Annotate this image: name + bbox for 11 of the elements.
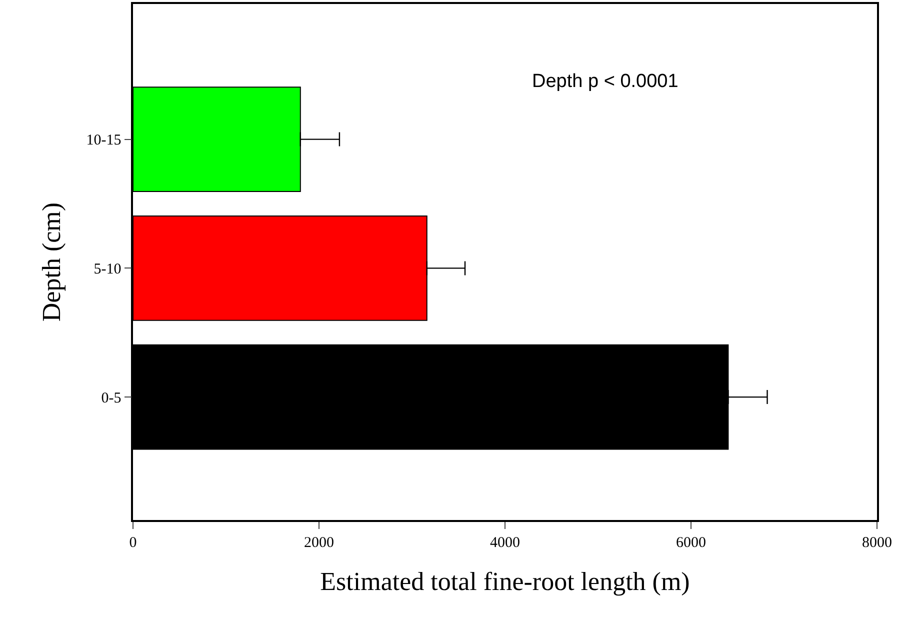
y-tick-label: 5-10	[94, 261, 122, 278]
annotation: Depth p < 0.0001	[532, 71, 678, 92]
y-axis-title: Depth (cm)	[37, 202, 66, 322]
y-tick-label: 10-15	[86, 132, 122, 149]
x-tick-label: 6000	[676, 534, 706, 551]
x-axis-title: Estimated total fine-root length (m)	[320, 566, 690, 596]
x-tick-label: 8000	[862, 534, 892, 551]
x-tick-label: 2000	[304, 534, 334, 551]
y-tick-label: 0-5	[101, 390, 122, 406]
x-tick-label: 4000	[490, 534, 520, 551]
x-tick-label: 0	[129, 534, 137, 551]
